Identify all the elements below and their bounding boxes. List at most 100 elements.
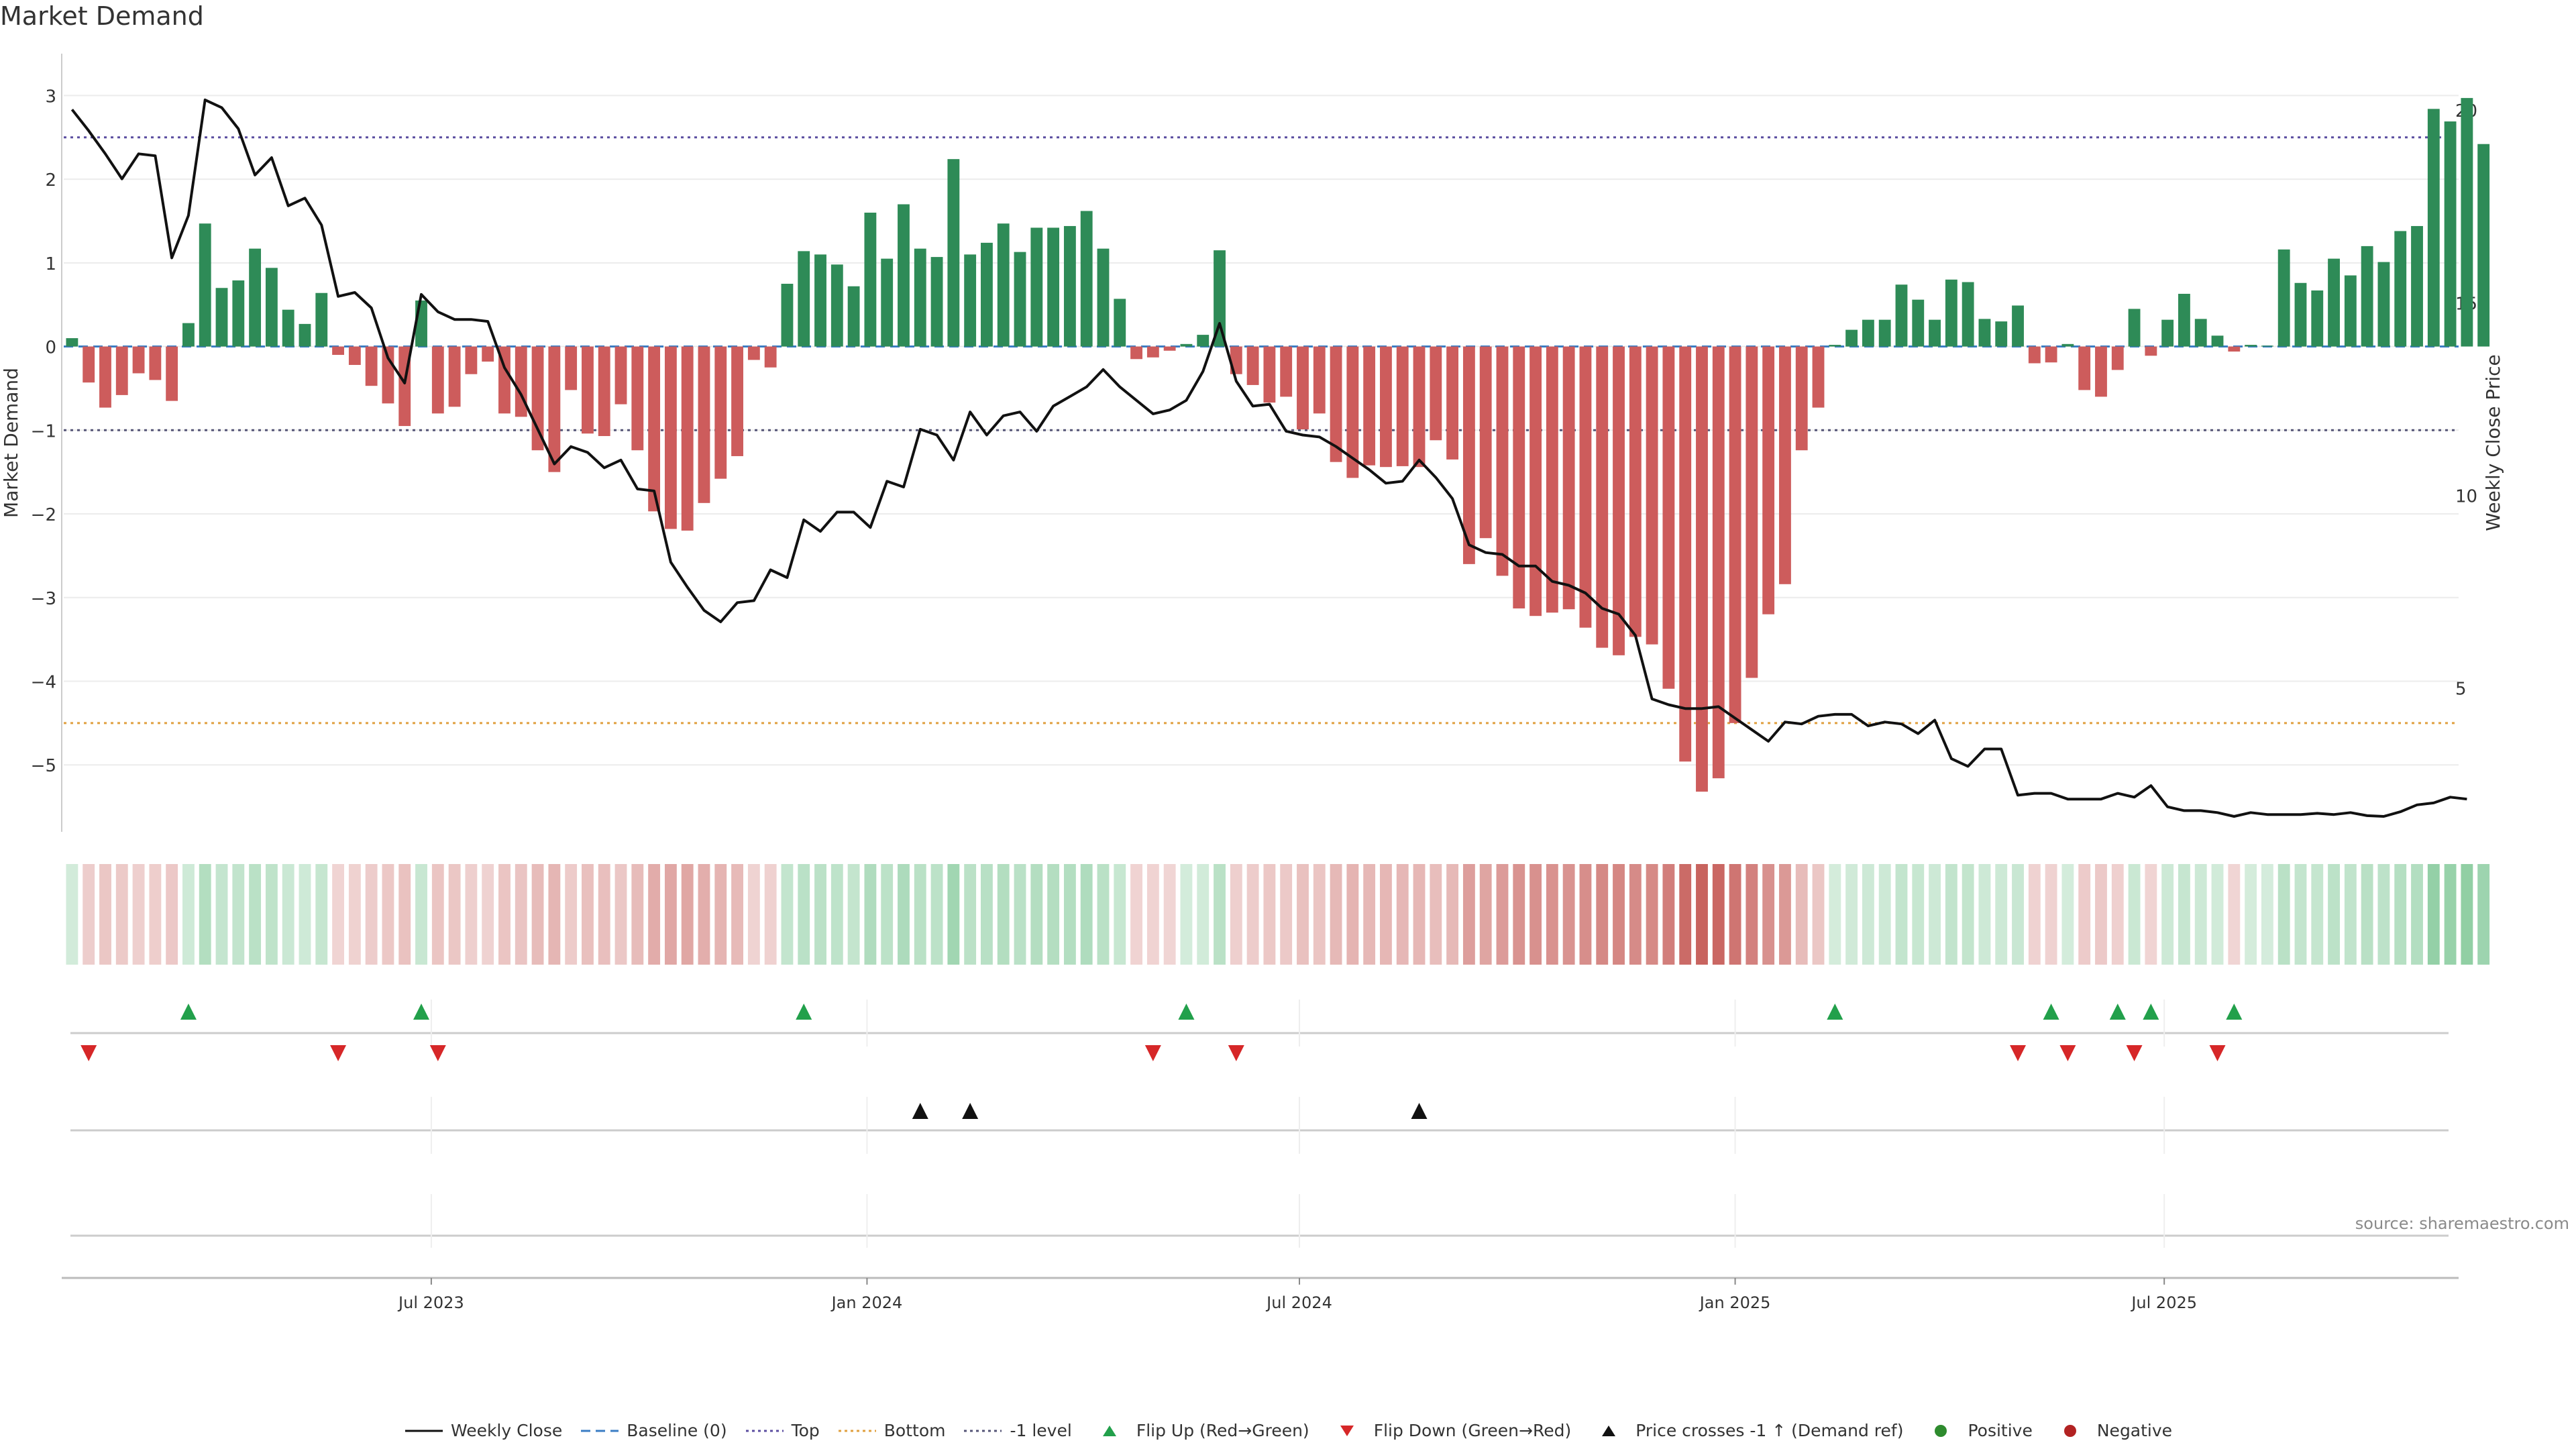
demand-bar: [1696, 346, 1708, 792]
demand-bar: [2245, 345, 2257, 347]
heat-cell: [2161, 864, 2174, 965]
y-tick-label: −5: [31, 756, 56, 776]
y-tick-label: −3: [31, 589, 56, 609]
demand-bar: [1346, 346, 1359, 478]
heat-cell: [1662, 864, 1675, 965]
heat-cell: [1729, 864, 1741, 965]
heat-cell: [2477, 864, 2490, 965]
heat-cell: [1030, 864, 1043, 965]
demand-bar: [1962, 282, 1974, 347]
heat-cell: [1546, 864, 1558, 965]
flip-down-marker: [80, 1045, 97, 1061]
heat-cell: [1047, 864, 1060, 965]
demand-bar: [2178, 293, 2190, 347]
legend-item-negative-dot: Negative: [2050, 1421, 2172, 1440]
y-tick-label: −1: [31, 421, 56, 441]
legend-label: Baseline (0): [627, 1421, 727, 1440]
demand-bar: [1197, 335, 1210, 347]
heat-cell: [1446, 864, 1459, 965]
heat-cell: [1080, 864, 1093, 965]
heat-cell: [166, 864, 178, 965]
flip-down-marker: [2010, 1045, 2027, 1061]
demand-bar: [1895, 284, 1908, 347]
legend-swatch: [745, 1424, 785, 1438]
heat-cell: [2411, 864, 2423, 965]
heat-cell: [2427, 864, 2440, 965]
heat-cell: [1462, 864, 1475, 965]
demand-bar: [2461, 98, 2473, 347]
legend-item-flip-down: Flip Down (Green→Red): [1327, 1421, 1572, 1440]
heat-cell: [1929, 864, 1941, 965]
demand-bar: [1995, 321, 2008, 347]
demand-bar: [847, 286, 860, 347]
demand-bar: [681, 346, 694, 531]
demand-bar: [2277, 249, 2290, 347]
heat-cell: [681, 864, 694, 965]
demand-bar: [2261, 345, 2273, 347]
heat-cell: [1180, 864, 1193, 965]
heat-cell: [2294, 864, 2307, 965]
demand-bar: [1646, 346, 1658, 645]
heat-cell: [1396, 864, 1409, 965]
demand-bar: [582, 346, 594, 434]
heat-cell: [2128, 864, 2141, 965]
flip-up-marker: [2226, 1004, 2243, 1020]
demand-bar: [1829, 345, 1841, 347]
legend-label: Top: [791, 1421, 820, 1440]
demand-bar: [548, 346, 561, 472]
demand-bar: [2211, 335, 2224, 347]
heat-cell: [864, 864, 877, 965]
heat-cell: [1829, 864, 1841, 965]
demand-bar: [299, 323, 311, 347]
heat-cell: [249, 864, 262, 965]
demand-bar: [215, 288, 228, 347]
heat-cell: [1679, 864, 1692, 965]
demand-bar: [166, 346, 178, 401]
demand-bar: [798, 251, 810, 347]
demand-bar: [1462, 346, 1475, 564]
demand-bar: [2111, 346, 2124, 370]
demand-bar: [1297, 346, 1309, 430]
heat-cell: [1762, 864, 1775, 965]
heat-cell: [2028, 864, 2041, 965]
heat-cell: [1978, 864, 1991, 965]
chart-title: Market Demand: [0, 1, 204, 31]
demand-bar: [1662, 346, 1675, 689]
heat-cell: [1779, 864, 1791, 965]
flip-down-marker: [2059, 1045, 2076, 1061]
demand-bar: [2012, 305, 2024, 347]
legend-label: Weekly Close: [450, 1421, 563, 1440]
heat-cell: [2328, 864, 2340, 965]
heat-cell: [1346, 864, 1359, 965]
demand-bar: [2411, 225, 2423, 347]
legend-item-baseline: Baseline (0): [580, 1421, 727, 1440]
demand-bars: [66, 98, 2490, 792]
signal-markers: [70, 1000, 2449, 1279]
heat-cell: [1363, 864, 1376, 965]
demand-bar: [1413, 346, 1426, 468]
demand-bar: [731, 346, 743, 456]
demand-bar: [1114, 299, 1126, 347]
legend-swatch: [2050, 1424, 2090, 1438]
heat-cell: [2194, 864, 2207, 965]
heat-cell: [614, 864, 627, 965]
legend-swatch: [1327, 1424, 1367, 1438]
heat-cell: [1146, 864, 1159, 965]
legend-swatch: [1589, 1424, 1629, 1438]
heat-cell: [232, 864, 245, 965]
heat-cell: [1596, 864, 1609, 965]
heat-cell: [1014, 864, 1026, 965]
demand-bar: [1014, 252, 1026, 347]
heat-cell: [2377, 864, 2390, 965]
legend-label: Flip Down (Green→Red): [1373, 1421, 1572, 1440]
heat-cell: [415, 864, 427, 965]
heat-cell: [398, 864, 411, 965]
heat-cell: [747, 864, 760, 965]
demand-bar: [1679, 346, 1692, 762]
heat-cell: [930, 864, 943, 965]
x-tick-label: Jan 2025: [1699, 1293, 1771, 1312]
heat-cell: [1214, 864, 1226, 965]
legend-swatch: [1089, 1424, 1130, 1438]
demand-bar: [99, 346, 111, 408]
demand-bar: [1878, 319, 1891, 347]
